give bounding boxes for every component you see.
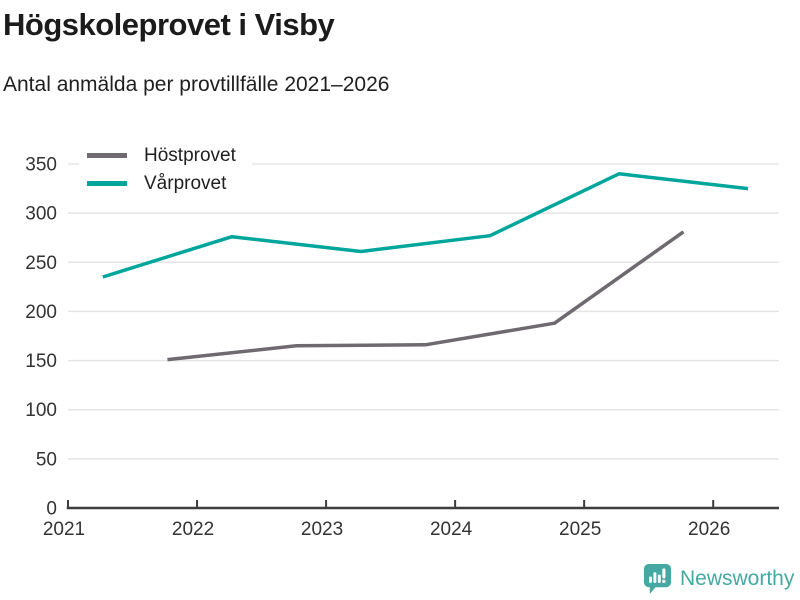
chart-subtitle: Antal anmälda per provtillfälle 2021–202… bbox=[3, 73, 390, 96]
x-tick-label-2022: 2022 bbox=[172, 519, 214, 540]
y-tick-label-250: 250 bbox=[25, 253, 57, 274]
y-tick-label-0: 0 bbox=[46, 499, 57, 520]
legend-swatch-varprovet bbox=[87, 180, 127, 186]
x-tick-label-2026: 2026 bbox=[688, 519, 730, 540]
bar-chart-speech-bubble-icon bbox=[643, 563, 672, 594]
x-tick-label-2023: 2023 bbox=[301, 519, 343, 540]
x-tick-label-2021: 2021 bbox=[43, 519, 85, 540]
x-tick-label-2024: 2024 bbox=[430, 519, 473, 540]
newsworthy-logo-text: Newsworthy bbox=[680, 567, 795, 590]
legend-item-varprovet: Vårprovet bbox=[87, 173, 236, 193]
y-tick-label-300: 300 bbox=[25, 204, 57, 225]
legend-item-hostprovet: Höstprovet bbox=[87, 145, 236, 165]
chart-title: Högskoleprovet i Visby bbox=[3, 7, 335, 42]
y-tick-label-150: 150 bbox=[25, 351, 57, 372]
y-tick-label-200: 200 bbox=[25, 302, 57, 323]
x-tick-label-2025: 2025 bbox=[559, 519, 601, 540]
legend-swatch-hostprovet bbox=[87, 152, 127, 158]
legend-label-hostprovet: Höstprovet bbox=[144, 144, 236, 166]
y-tick-label-50: 50 bbox=[36, 449, 57, 470]
series-line-vårprovet bbox=[102, 172, 749, 279]
y-tick-label-350: 350 bbox=[25, 155, 57, 176]
series-line-höstprovet bbox=[167, 230, 685, 362]
chart-legend: Höstprovet Vårprovet bbox=[79, 142, 252, 196]
legend-label-varprovet: Vårprovet bbox=[144, 172, 227, 194]
y-tick-label-100: 100 bbox=[25, 400, 57, 421]
newsworthy-branding: Newsworthy bbox=[643, 563, 794, 594]
